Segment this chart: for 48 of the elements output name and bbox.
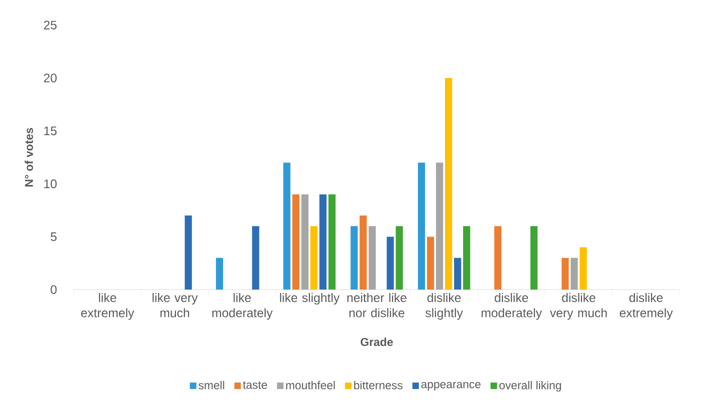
bar <box>301 194 308 290</box>
bar <box>454 258 462 290</box>
legend-label: appearance <box>421 382 481 391</box>
bar <box>184 216 192 290</box>
bar <box>368 226 376 290</box>
y-tick-label: 25 <box>44 20 57 30</box>
x-tick-label: like slightly <box>280 293 340 305</box>
x-tick-label: like extremely <box>81 293 134 320</box>
bar <box>418 162 426 290</box>
bar <box>396 226 403 290</box>
y-tick-label: 10 <box>44 180 57 188</box>
bar <box>436 162 444 290</box>
y-axis-title: N° of votes <box>24 128 34 187</box>
bar <box>494 226 502 290</box>
x-tick-label: like very much <box>152 293 198 318</box>
x-tick-label: dislike extremely <box>620 293 673 320</box>
legend-label: overall liking <box>499 381 561 392</box>
bar <box>463 226 470 290</box>
bar <box>530 226 538 290</box>
bar <box>350 226 358 290</box>
bar <box>445 78 452 290</box>
bar <box>252 226 260 290</box>
bar <box>426 236 434 290</box>
bar <box>360 216 367 290</box>
bar <box>216 258 224 290</box>
bar <box>292 194 300 290</box>
bar <box>283 162 290 290</box>
x-tick-label: dislike slightly <box>426 293 463 320</box>
bar <box>310 226 318 290</box>
x-tick-label: dislike moderately <box>482 293 542 320</box>
bar <box>328 194 336 290</box>
bar <box>562 258 569 290</box>
bar <box>386 236 394 290</box>
y-tick-label: 5 <box>50 232 57 242</box>
bar <box>580 248 587 290</box>
y-tick-label: 20 <box>44 74 57 83</box>
legend-label: bitterness <box>354 381 402 390</box>
x-tick-label: like moderately <box>212 293 273 320</box>
x-axis-title: Grade <box>360 338 393 346</box>
bar <box>570 258 578 290</box>
y-tick-label: 15 <box>44 126 57 136</box>
legend-label: mouthfeel <box>286 381 335 390</box>
legend-label: smell <box>198 381 224 390</box>
x-tick-label: neither like nor dislike <box>347 293 406 318</box>
bar <box>319 194 327 290</box>
legend-label: taste <box>242 382 268 390</box>
y-tick-label: 0 <box>50 285 57 294</box>
x-tick-label: dislike very much <box>550 293 607 320</box>
